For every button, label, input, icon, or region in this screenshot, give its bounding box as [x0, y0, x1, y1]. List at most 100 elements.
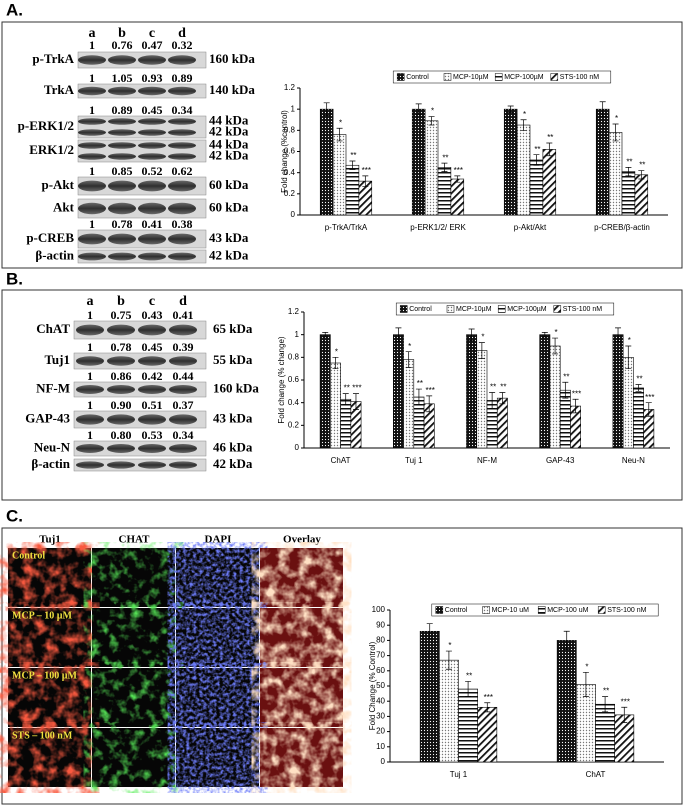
error-bar — [546, 142, 553, 157]
blot-band — [107, 356, 135, 366]
kda-label: 65 kDa — [213, 321, 253, 336]
blot-label: β-actin — [35, 247, 74, 262]
densitometry-value: 0.43 — [142, 308, 163, 322]
densitometry-value: 0.53 — [142, 428, 163, 442]
y-tick-label: 60 — [376, 666, 385, 675]
blot-band — [76, 324, 104, 336]
densitometry-value: 0.41 — [173, 308, 194, 322]
blot-band — [138, 202, 166, 215]
blot-label: Akt — [53, 199, 75, 214]
significance: * — [408, 342, 411, 351]
blot-band — [138, 356, 166, 366]
significance: * — [555, 328, 558, 337]
error-bar — [428, 116, 435, 126]
densitometry-value: 0.45 — [142, 103, 163, 117]
legend-label: Control — [445, 607, 468, 614]
error-bar — [520, 119, 527, 131]
legend-label: STS-100 nM — [560, 74, 599, 81]
blot-band — [168, 55, 196, 65]
legend-swatch — [537, 606, 546, 614]
significance: ** — [350, 151, 356, 160]
error-bar — [582, 671, 589, 697]
row-label: MCP – 100 µM — [12, 670, 77, 681]
column-header: Overlay — [283, 534, 321, 546]
legend-swatch — [597, 606, 606, 614]
panel-label: A. — [6, 0, 23, 19]
error-bar — [349, 160, 356, 170]
error-bar — [572, 398, 579, 414]
legend-label: MCP-10µM — [453, 74, 489, 81]
blot-band — [169, 356, 197, 366]
blot-band — [138, 142, 166, 149]
kda-label: 60 kDa — [209, 177, 249, 192]
bar — [516, 124, 531, 216]
column-header: DAPI — [205, 534, 232, 546]
significance: * — [628, 336, 631, 345]
densitometry-value: 0.86 — [111, 369, 132, 383]
significance: *** — [572, 389, 581, 398]
legend-swatch — [497, 305, 506, 313]
significance: *** — [352, 384, 361, 393]
x-tick-label: p-Akt/Akt — [514, 223, 547, 232]
error-bar — [489, 392, 496, 409]
kda-label: 44 kDa — [209, 136, 249, 151]
error-bar — [599, 101, 606, 117]
micrograph — [8, 608, 91, 667]
error-bar — [322, 332, 329, 338]
micrograph — [92, 728, 175, 787]
blot-label: p-Akt — [41, 177, 74, 192]
bar — [612, 334, 624, 449]
densitometry-value: 0.85 — [112, 164, 133, 178]
bar — [542, 149, 557, 216]
bar — [556, 640, 577, 763]
significance: * — [481, 333, 484, 342]
error-bar — [426, 623, 433, 640]
bar — [622, 357, 634, 449]
blot-band — [138, 385, 166, 394]
error-bar — [562, 381, 569, 399]
blot-label: Neu-N — [34, 439, 71, 454]
y-tick-label: 30 — [376, 712, 385, 721]
blot-band — [108, 118, 136, 125]
bar — [332, 134, 347, 216]
x-tick-label: Tuj 1 — [405, 456, 423, 465]
kda-label: 42 kDa — [209, 147, 249, 162]
blot-band — [78, 86, 106, 96]
legend-swatch — [446, 305, 455, 313]
densitometry-value: 0.52 — [142, 164, 163, 178]
legend-swatch — [443, 73, 452, 81]
blot-band — [108, 202, 136, 215]
significance: ** — [603, 687, 609, 696]
y-tick-label: 10 — [376, 742, 385, 751]
panel-b-frame — [1, 289, 683, 501]
densitometry-value: 0.34 — [173, 428, 194, 442]
densitometry-value: 0.32 — [172, 38, 193, 52]
micrograph — [8, 548, 91, 607]
y-tick-label: 1.2 — [288, 307, 300, 316]
blot-label: p-ERK1/2 — [18, 118, 74, 133]
y-tick-label: 0.8 — [288, 352, 300, 361]
legend-swatch — [550, 73, 559, 81]
y-tick-label: 20 — [376, 727, 385, 736]
blot-band — [76, 385, 104, 394]
significance: *** — [621, 697, 630, 706]
blot-band — [108, 233, 136, 245]
micrograph — [92, 608, 175, 667]
blot-band — [78, 252, 106, 261]
densitometry-value: 1 — [87, 340, 93, 354]
bar — [503, 108, 518, 216]
significance: * — [585, 662, 588, 671]
y-axis-label: Fold Change (% Control) — [368, 641, 377, 730]
significance: * — [523, 110, 526, 119]
legend-label: STS-100 nM — [563, 306, 602, 313]
blot-band — [107, 324, 135, 336]
densitometry-value: 0.51 — [142, 398, 163, 412]
blot-band — [138, 414, 166, 425]
error-bar — [426, 395, 433, 413]
legend-swatch — [494, 73, 503, 81]
y-tick-label: 0.4 — [284, 168, 296, 177]
blot-label: NF-M — [36, 380, 70, 395]
panel-label: B. — [6, 269, 23, 288]
blot-band — [168, 233, 196, 245]
